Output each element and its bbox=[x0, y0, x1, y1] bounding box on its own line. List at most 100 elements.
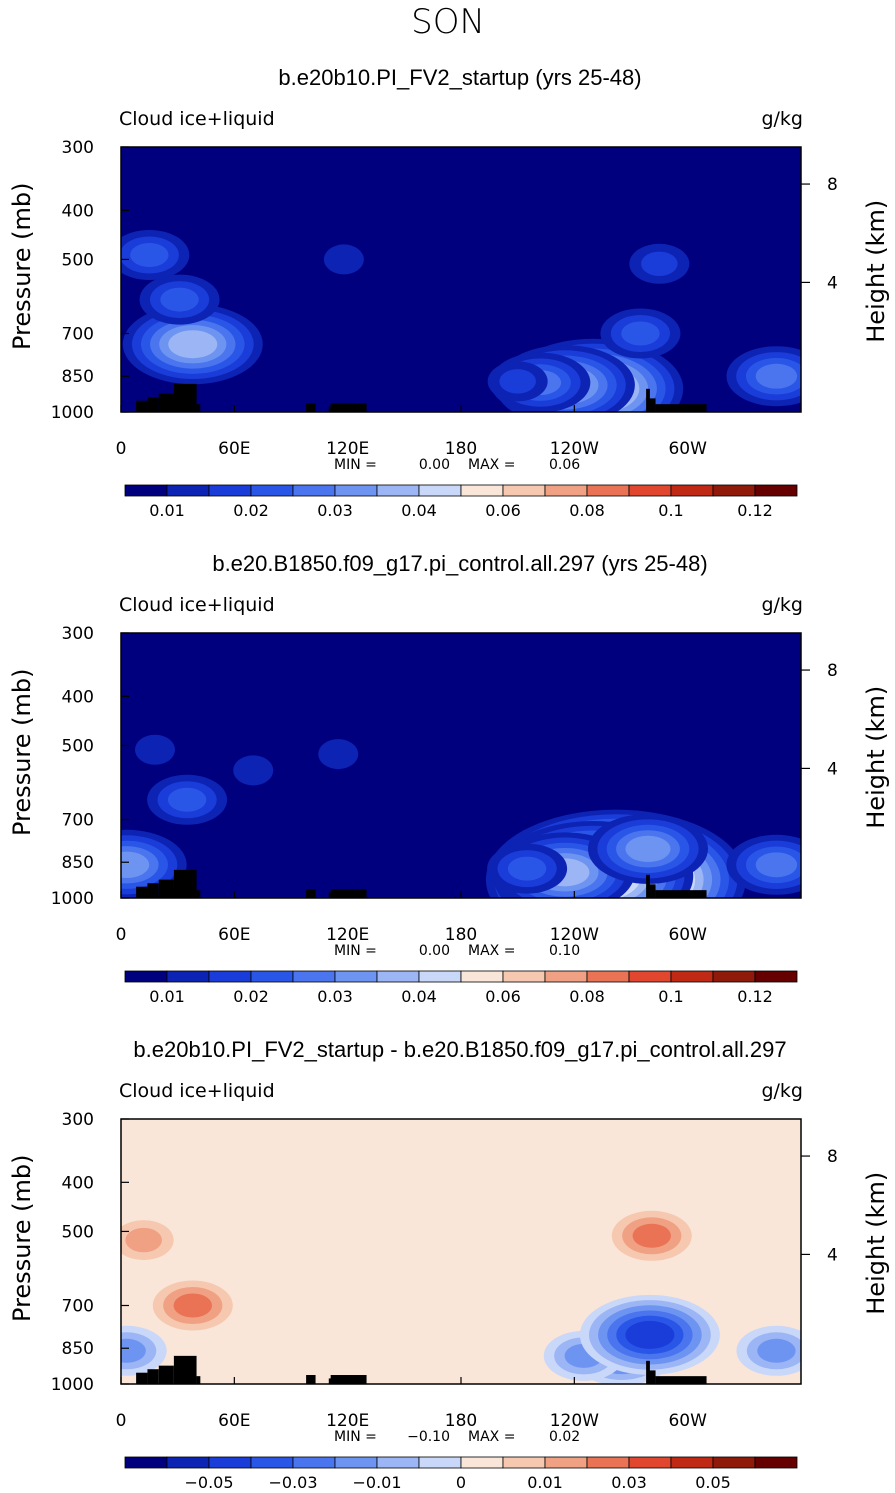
terrain-block bbox=[655, 1376, 707, 1384]
units-label: g/kg bbox=[761, 108, 803, 130]
min-value: 0.00 bbox=[419, 943, 450, 959]
panel-title: b.e20b10.PI_FV2_startup (yrs 25-48) bbox=[278, 65, 641, 90]
colorbar-box bbox=[124, 484, 168, 497]
x-tick-label: 0 bbox=[116, 1411, 127, 1431]
panel-title: b.e20b10.PI_FV2_startup - b.e20.B1850.f0… bbox=[133, 1037, 786, 1062]
colorbar-label: 0 bbox=[456, 1473, 466, 1492]
colorbar-box bbox=[334, 484, 378, 497]
contour-fill-7-level-5 bbox=[121, 851, 150, 878]
x-tick-label: 0 bbox=[116, 439, 127, 459]
x-tick-label: 120W bbox=[550, 925, 599, 945]
colorbar-box bbox=[544, 484, 588, 497]
colorbar-label: −0.01 bbox=[352, 1473, 401, 1492]
min-label: MIN = bbox=[334, 457, 377, 473]
terrain-block bbox=[655, 890, 707, 898]
terrain-block bbox=[330, 1375, 367, 1384]
terrain-block bbox=[330, 403, 367, 412]
y-tick-label: 300 bbox=[62, 1110, 94, 1130]
panel-title: b.e20.B1850.f09_g17.pi_control.all.297 (… bbox=[212, 551, 707, 576]
terrain-block bbox=[306, 889, 316, 898]
max-value: 0.10 bbox=[549, 943, 580, 959]
colorbar-box bbox=[124, 1456, 168, 1469]
colorbar-box bbox=[628, 970, 672, 983]
x-tick-label: 120E bbox=[326, 925, 369, 945]
colorbar-box bbox=[292, 970, 336, 983]
colorbar-box bbox=[712, 1456, 756, 1469]
contour-fill-6-level-11 bbox=[173, 1293, 212, 1318]
contour-fill-11-level-2 bbox=[641, 251, 678, 276]
panel-1: b.e20b10.PI_FV2_startup (yrs 25-48)Cloud… bbox=[8, 65, 890, 520]
colorbar-label: 0.1 bbox=[658, 501, 683, 520]
terrain-block bbox=[147, 883, 159, 898]
terrain-block bbox=[196, 1376, 201, 1384]
x-tick-label: 120W bbox=[550, 1411, 599, 1431]
max-label: MAX = bbox=[468, 1429, 515, 1445]
x-tick-label: 120W bbox=[550, 439, 599, 459]
terrain-block bbox=[147, 1369, 159, 1384]
x-tick-label: 60E bbox=[218, 1411, 250, 1431]
variable-label: Cloud ice+liquid bbox=[119, 1080, 275, 1102]
contour-fill-11-level-1 bbox=[135, 734, 175, 765]
colorbar-box bbox=[460, 1456, 504, 1469]
x-tick-label: 180 bbox=[445, 439, 477, 459]
colorbar-box bbox=[166, 1456, 210, 1469]
y-axis-title: Pressure (mb) bbox=[8, 183, 36, 350]
y-tick-label: 700 bbox=[62, 324, 94, 344]
colorbar-box bbox=[376, 484, 420, 497]
min-value: −0.10 bbox=[407, 1429, 450, 1445]
terrain-block bbox=[147, 397, 159, 412]
colorbar-box bbox=[124, 970, 168, 983]
max-label: MAX = bbox=[468, 943, 515, 959]
colorbar-box bbox=[586, 1456, 630, 1469]
colorbar-box bbox=[250, 1456, 294, 1469]
panel-2: b.e20.B1850.f09_g17.pi_control.all.297 (… bbox=[8, 551, 890, 1006]
y2-tick-label: 8 bbox=[827, 661, 838, 681]
colorbar-box bbox=[670, 484, 714, 497]
y-tick-label: 850 bbox=[62, 1339, 94, 1359]
colorbar-box bbox=[418, 484, 462, 497]
colorbar-box bbox=[670, 1456, 714, 1469]
terrain-block bbox=[158, 879, 174, 898]
contour-fill-5-level-5 bbox=[625, 835, 671, 863]
contour-fill-9-level-1 bbox=[233, 755, 274, 786]
y-tick-label: 300 bbox=[62, 138, 94, 158]
terrain-block bbox=[173, 383, 197, 412]
y-tick-label: 500 bbox=[62, 1222, 94, 1242]
colorbar-box bbox=[334, 1456, 378, 1469]
y-tick-label: 1000 bbox=[51, 403, 94, 423]
terrain-block bbox=[306, 403, 316, 412]
terrain-block bbox=[196, 890, 201, 898]
terrain-block bbox=[330, 889, 367, 898]
colorbar-label: 0.04 bbox=[401, 501, 437, 520]
y-axis-title: Pressure (mb) bbox=[8, 1155, 36, 1322]
x-tick-label: 60W bbox=[668, 439, 707, 459]
y-axis-title: Pressure (mb) bbox=[8, 669, 36, 836]
y-tick-label: 500 bbox=[62, 250, 94, 270]
colorbar-label: 0.08 bbox=[569, 501, 605, 520]
plot-area bbox=[121, 147, 801, 412]
y2-axis-title: Height (km) bbox=[862, 686, 890, 829]
colorbar-label: 0.02 bbox=[233, 987, 269, 1006]
y2-tick-label: 4 bbox=[827, 1245, 838, 1265]
contour-fill-6-level-4 bbox=[755, 852, 798, 878]
y-tick-label: 400 bbox=[62, 1173, 94, 1193]
terrain-block bbox=[648, 884, 656, 898]
contour-fill-6-level-4 bbox=[755, 363, 798, 389]
max-value: 0.06 bbox=[549, 457, 580, 473]
x-tick-label: 60W bbox=[668, 1411, 707, 1431]
colorbar-box bbox=[754, 484, 798, 497]
colorbar-label: 0.06 bbox=[485, 987, 521, 1006]
x-tick-label: 180 bbox=[445, 925, 477, 945]
x-tick-label: 120E bbox=[326, 439, 369, 459]
colorbar-label: 0.12 bbox=[737, 501, 773, 520]
contour-fill-10-level-1 bbox=[318, 739, 359, 770]
colorbar-box bbox=[292, 484, 336, 497]
terrain-block bbox=[158, 1365, 174, 1384]
colorbar-box bbox=[418, 1456, 462, 1469]
colorbar-label: 0.05 bbox=[695, 1473, 731, 1492]
colorbar: −0.05 −0.03 −0.01 0 0.01 0.03 0.05 bbox=[124, 1456, 798, 1492]
colorbar-box bbox=[754, 1456, 798, 1469]
y-tick-label: 1000 bbox=[51, 1375, 94, 1395]
colorbar-box bbox=[586, 970, 630, 983]
y2-axis-title: Height (km) bbox=[862, 200, 890, 343]
